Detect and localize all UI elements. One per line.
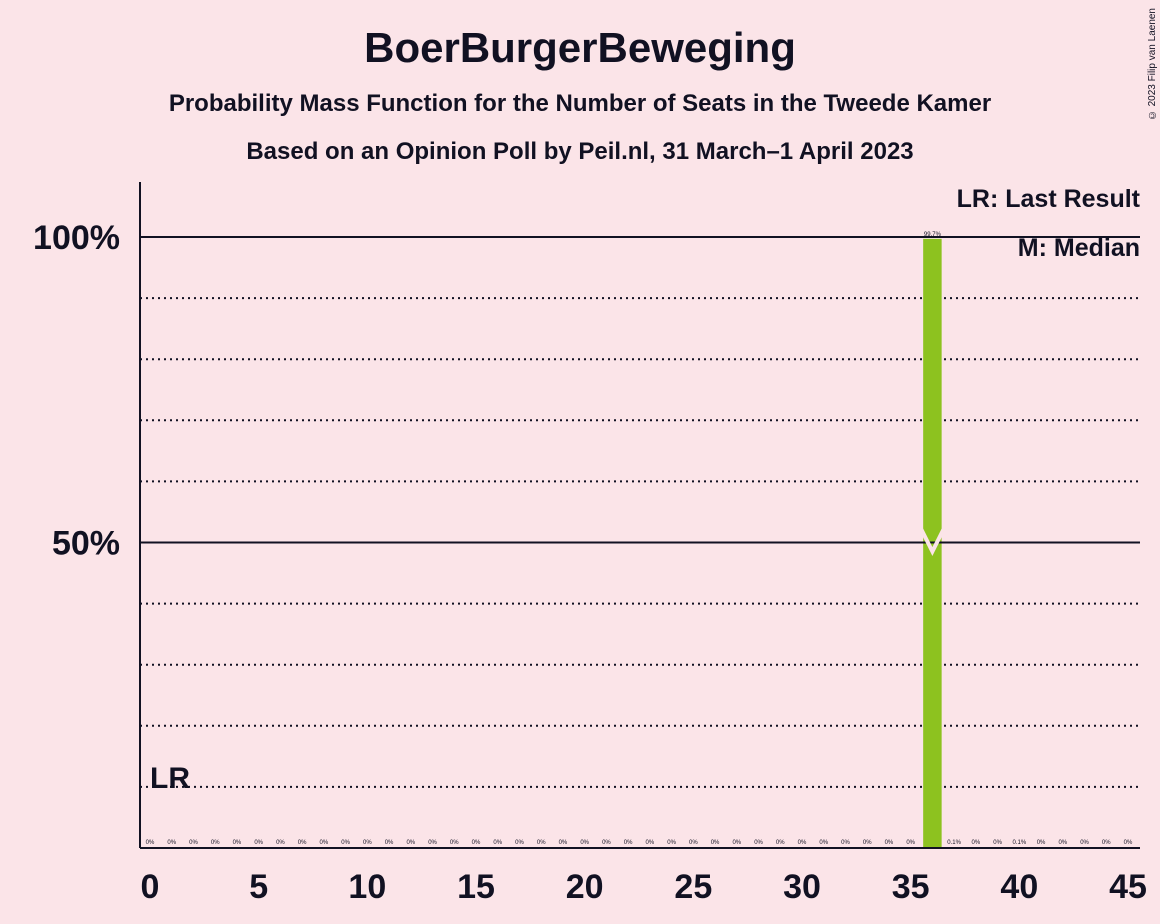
bar-value-label: 0%: [624, 840, 633, 846]
bar-value-label: 0%: [776, 840, 785, 846]
bar-value-label: 0%: [580, 840, 589, 846]
bar-value-label: 0%: [711, 840, 720, 846]
bar-value-label: 0%: [515, 840, 524, 846]
y-tick-label: 100%: [33, 219, 120, 257]
bar-value-label: 0%: [211, 840, 220, 846]
bar-value-label: 0%: [754, 840, 763, 846]
bar-value-label: 0%: [993, 840, 1002, 846]
bar-value-label: 0%: [146, 840, 155, 846]
bar-value-label: 0%: [1124, 840, 1133, 846]
bar-value-label: 0.1%: [1012, 840, 1026, 846]
bar-value-label: 0%: [254, 840, 263, 846]
chart-source: Based on an Opinion Poll by Peil.nl, 31 …: [246, 138, 914, 165]
bar-value-label: 0%: [906, 840, 915, 846]
bar-value-label: 0%: [363, 840, 372, 846]
x-tick-label: 10: [348, 868, 386, 906]
bar-value-label: 0%: [972, 840, 981, 846]
x-tick-label: 5: [249, 868, 268, 906]
bar-value-label: 0%: [537, 840, 546, 846]
last-result-label: LR: [150, 762, 190, 795]
bar-value-label: 0.1%: [947, 840, 961, 846]
x-tick-label: 20: [566, 868, 604, 906]
x-tick-label: 45: [1109, 868, 1147, 906]
bar-value-label: 0%: [667, 840, 676, 846]
bar-value-label: 0%: [385, 840, 394, 846]
bar-value-label: 0%: [406, 840, 415, 846]
bar-value-label: 0%: [602, 840, 611, 846]
bar-value-label: 0%: [167, 840, 176, 846]
bar-value-label: 0%: [1058, 840, 1067, 846]
bar-value-label: 0%: [341, 840, 350, 846]
bar-value-label: 99.7%: [924, 232, 942, 238]
bar-value-label: 0%: [1102, 840, 1111, 846]
chart-title: BoerBurgerBeweging: [364, 24, 796, 71]
x-tick-label: 25: [674, 868, 712, 906]
legend-median: M: Median: [1017, 234, 1140, 262]
chart-subtitle: Probability Mass Function for the Number…: [168, 90, 992, 117]
bar-value-label: 0%: [472, 840, 481, 846]
median-marker: [919, 528, 946, 556]
legend-last-result: LR: Last Result: [956, 185, 1140, 213]
bar-value-label: 0%: [428, 840, 437, 846]
bar-value-label: 0%: [1037, 840, 1046, 846]
bar-value-label: 0%: [189, 840, 198, 846]
bar-value-label: 0%: [819, 840, 828, 846]
bar-value-label: 0%: [732, 840, 741, 846]
bar-value-label: 0%: [298, 840, 307, 846]
x-tick-label: 30: [783, 868, 821, 906]
x-tick-label: 35: [892, 868, 930, 906]
bar-value-label: 0%: [841, 840, 850, 846]
bar-value-label: 0%: [1080, 840, 1089, 846]
bar-value-label: 0%: [689, 840, 698, 846]
bar-value-label: 0%: [646, 840, 655, 846]
bar-value-label: 0%: [885, 840, 894, 846]
x-tick-label: 0: [141, 868, 160, 906]
bar-value-label: 0%: [233, 840, 242, 846]
bar-value-label: 0%: [276, 840, 285, 846]
bar-value-label: 0%: [493, 840, 502, 846]
x-tick-label: 40: [1000, 868, 1038, 906]
bar-value-label: 0%: [320, 840, 329, 846]
bar-value-label: 0%: [798, 840, 807, 846]
y-tick-label: 50%: [52, 525, 120, 563]
bar-value-label: 0%: [863, 840, 872, 846]
bar-value-label: 0%: [559, 840, 568, 846]
x-tick-label: 15: [457, 868, 495, 906]
bar-value-label: 0%: [450, 840, 459, 846]
